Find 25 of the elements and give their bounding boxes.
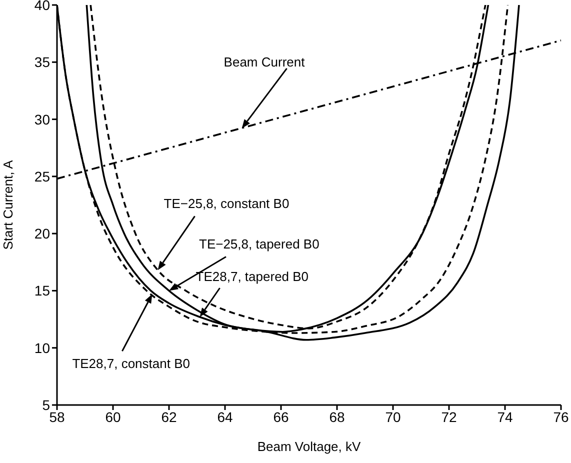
x-tick-label: 60	[105, 408, 121, 425]
y-tick-label: 5	[42, 396, 50, 413]
x-tick-label: 74	[497, 408, 513, 425]
y-tick-label: 30	[34, 111, 50, 128]
y-tick-label: 10	[34, 340, 50, 356]
y-tick-label: 40	[34, 0, 50, 13]
x-tick-label: 72	[441, 408, 457, 425]
y-axis-title: Start Current, A	[0, 160, 16, 250]
x-axis-title: Beam Voltage, kV	[257, 439, 361, 454]
annotation: TE28,7, tapered B0	[196, 269, 309, 284]
y-tick-label: 15	[34, 282, 50, 299]
annotation: TE−25,8, tapered B0	[199, 236, 320, 252]
annotation: TE28,7, constant B0	[72, 356, 190, 372]
annotation: Beam Current	[224, 54, 306, 70]
x-tick-label: 58	[49, 408, 65, 425]
x-tick-label: 76	[553, 408, 569, 425]
x-tick-label: 64	[217, 408, 233, 425]
y-tick-label: 20	[34, 226, 50, 242]
y-tick-label: 35	[34, 54, 50, 70]
x-tick-label: 70	[385, 408, 401, 425]
x-tick-label: 68	[329, 408, 345, 425]
x-tick-label: 66	[273, 408, 289, 425]
y-tick-label: 25	[34, 168, 50, 184]
annotation: TE−25,8, constant B0	[164, 196, 290, 212]
x-tick-label: 62	[161, 408, 177, 425]
